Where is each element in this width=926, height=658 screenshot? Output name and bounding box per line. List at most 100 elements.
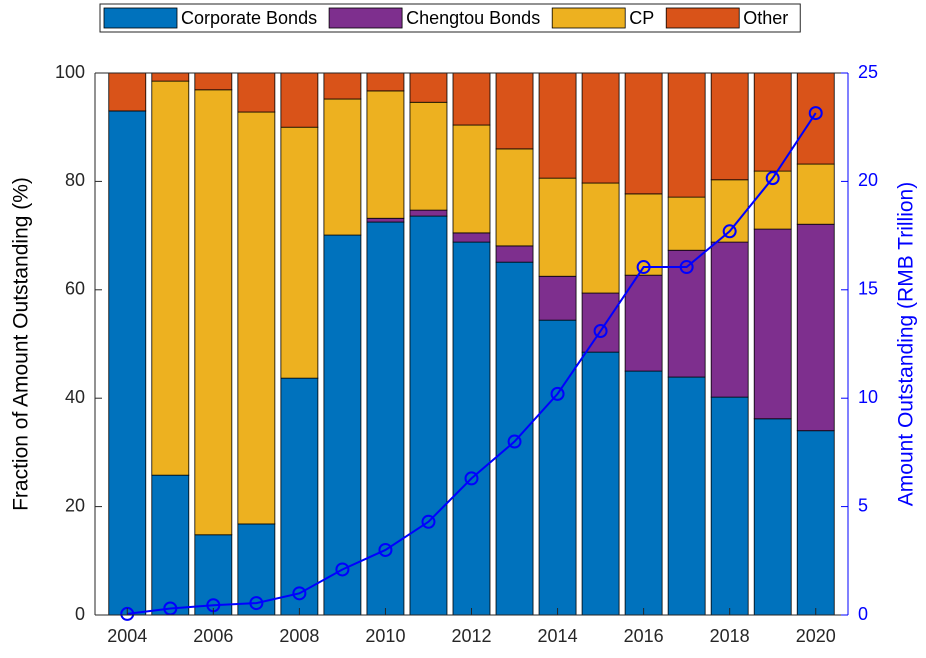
y-tick-label: 100	[55, 62, 85, 82]
bar-segment	[409, 101, 448, 211]
bar-segment	[323, 234, 362, 616]
bar-segment	[366, 72, 405, 92]
y-axis-label: Fraction of Amount Outstanding (%)	[10, 177, 33, 511]
x-tick-label: 2004	[107, 626, 147, 646]
line-marker	[636, 260, 651, 275]
bar-segment	[323, 72, 362, 100]
bar-segment	[409, 215, 448, 616]
bar-segment	[452, 232, 491, 243]
bar-segment	[581, 292, 620, 353]
bar-segment	[624, 72, 663, 195]
bar-segment	[796, 430, 835, 616]
bar-segment	[280, 126, 319, 379]
line-marker	[249, 596, 264, 611]
y-tick-label: 20	[65, 495, 85, 515]
bar-segment	[796, 163, 835, 225]
legend-swatch	[551, 7, 626, 29]
bar-segment	[710, 241, 749, 398]
bar-segment	[452, 241, 491, 616]
legend-swatch	[665, 7, 740, 29]
bar-segment	[667, 72, 706, 198]
bar-segment	[108, 110, 147, 616]
bar-segment	[538, 319, 577, 616]
bar-segment	[280, 72, 319, 128]
y2-tick-label: 5	[858, 495, 868, 515]
bar-segment	[581, 72, 620, 184]
y2-tick-label: 25	[858, 62, 878, 82]
line	[127, 112, 817, 615]
line-marker	[593, 323, 608, 338]
y2-tick-label: 10	[858, 387, 878, 407]
line-marker	[550, 386, 565, 401]
y-tick-label: 60	[65, 279, 85, 299]
bar-segment	[495, 245, 534, 263]
bar-segment	[538, 275, 577, 321]
bar-segment	[624, 370, 663, 616]
y-tick-label: 0	[75, 604, 85, 624]
bar-segment	[151, 80, 190, 476]
bar-segment	[753, 418, 792, 616]
line-marker	[464, 471, 479, 486]
y-tick-label: 40	[65, 387, 85, 407]
bar-segment	[538, 72, 577, 179]
line-marker	[378, 542, 393, 557]
line-marker	[722, 224, 737, 239]
bar-segment	[237, 72, 276, 113]
bar-segment	[237, 111, 276, 525]
bar-segment	[366, 217, 405, 223]
line-marker	[808, 106, 823, 121]
x-tick-label: 2014	[538, 626, 578, 646]
line-marker	[679, 260, 694, 275]
bar-segment	[753, 228, 792, 420]
legend-swatch	[328, 7, 403, 29]
y2-tick-label: 15	[858, 279, 878, 299]
bar-segment	[667, 376, 706, 616]
bar-segment	[753, 170, 792, 230]
bar-segment	[237, 523, 276, 616]
bar-segment	[753, 72, 792, 172]
bar-segment	[495, 148, 534, 247]
bar-segment	[624, 274, 663, 372]
x-tick-label: 2018	[710, 626, 750, 646]
bar-segment	[280, 377, 319, 616]
bar-segment	[409, 209, 448, 217]
bar-segment	[710, 396, 749, 616]
bar-segment	[710, 179, 749, 243]
legend-label: Chengtou Bonds	[406, 8, 540, 28]
line-marker	[765, 171, 780, 186]
bar-segment	[796, 223, 835, 432]
line-marker	[421, 514, 436, 529]
bar-segment	[667, 249, 706, 378]
x-tick-label: 2010	[365, 626, 405, 646]
bar-segment	[624, 193, 663, 276]
x-tick-label: 2016	[624, 626, 664, 646]
bar-segment	[194, 89, 233, 536]
bar-segment	[409, 72, 448, 103]
bar-segment	[581, 182, 620, 294]
bar-segment	[108, 72, 147, 112]
line-marker	[163, 601, 178, 616]
x-tick-label: 2020	[796, 626, 836, 646]
line-marker	[507, 434, 522, 449]
legend-label: Other	[743, 8, 788, 28]
x-tick-label: 2012	[451, 626, 491, 646]
bar-segment	[151, 474, 190, 616]
y2-tick-label: 0	[858, 604, 868, 624]
bar-segment	[581, 351, 620, 616]
bar-segment	[538, 177, 577, 277]
legend-label: CP	[629, 8, 654, 28]
line-marker	[292, 586, 307, 601]
y-tick-label: 80	[65, 170, 85, 190]
x-tick-label: 2006	[193, 626, 233, 646]
y2-axis-label: Amount Outstanding (RMB Trillion)	[895, 182, 918, 506]
bar-segment	[495, 72, 534, 150]
bar-segment	[452, 72, 491, 126]
bar-segment	[667, 196, 706, 251]
y2-tick-label: 20	[858, 170, 878, 190]
bar-segment	[194, 72, 233, 91]
bar-segment	[194, 534, 233, 616]
bar-segment	[366, 90, 405, 219]
line-marker	[120, 606, 135, 621]
bar-segment	[151, 72, 190, 82]
